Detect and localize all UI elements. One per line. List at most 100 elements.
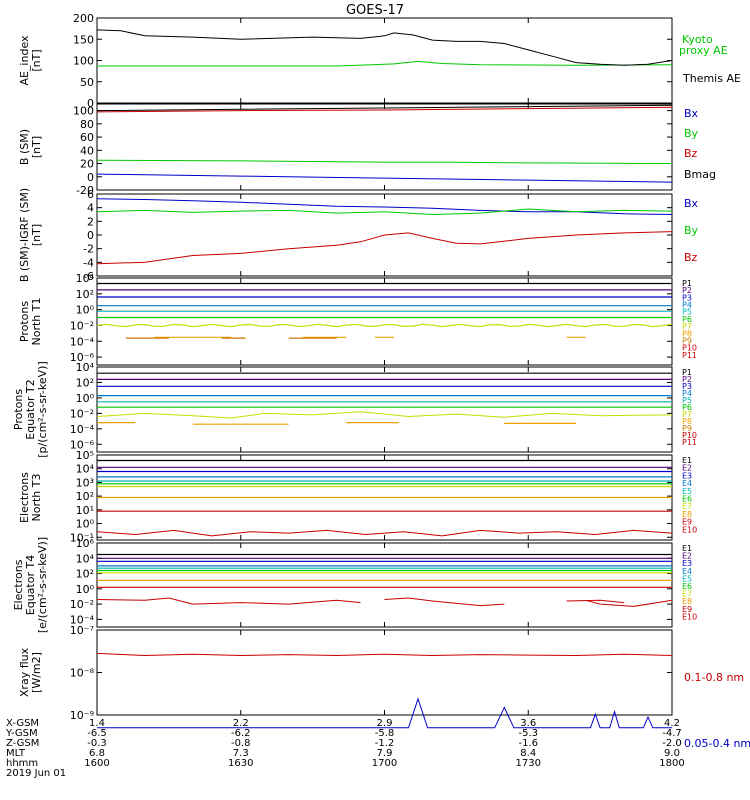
y-tick-label: 50: [80, 76, 94, 89]
series-line: [96, 106, 673, 113]
legend-entry: E6: [682, 495, 692, 504]
y-tick-label: 6: [87, 188, 94, 201]
y-axis-label: [e/(cm²-s-sr-keV)]: [36, 537, 49, 633]
legend-entry: E7: [682, 590, 692, 599]
y-tick-label: 10⁶: [76, 537, 95, 550]
x-tick-value: 1730: [516, 758, 541, 769]
y-tick-label: 10⁻²: [70, 319, 94, 332]
legend-entry: P4: [682, 389, 692, 398]
y-axis-label: North T3: [30, 474, 43, 522]
legend-entry: P9: [682, 424, 692, 433]
series-line: [97, 60, 673, 67]
series-segment: [384, 597, 505, 607]
y-tick-label: 10⁰: [76, 583, 95, 596]
x-tick-value: 2.9: [377, 718, 393, 729]
y-tick-label: 10⁰: [76, 392, 95, 405]
y-tick-label: 100: [73, 105, 94, 118]
y-axis-label: Protons: [12, 389, 25, 430]
legend-entry: Bmag: [684, 168, 716, 181]
x-tick-value: 1700: [372, 758, 397, 769]
legend-entry: P7: [682, 410, 692, 419]
y-tick-label: 4: [87, 202, 94, 215]
series-line: [96, 411, 673, 419]
x-tick-value: -1.2: [375, 738, 395, 749]
y-tick-label: 10⁴: [76, 463, 95, 476]
series-segment: [96, 597, 361, 605]
legend-entry: E8: [682, 510, 692, 519]
x-tick-value: -5.8: [375, 728, 395, 739]
series-line: [96, 529, 673, 537]
legend-entry: P4: [682, 301, 692, 310]
x-row-label: X-GSM: [6, 718, 39, 729]
y-tick-label: 10²: [76, 568, 94, 581]
panel-5: 10⁴ 10² 10⁰ 10⁻² 10⁻⁴ 10⁻⁶ Protons Equator T2 [p…: [12, 361, 697, 458]
legend-entry: P10: [682, 431, 697, 440]
x-tick-value: -0.8: [231, 738, 251, 749]
x-tick-value: 3.6: [520, 718, 536, 729]
y-tick-label: -20: [76, 184, 94, 197]
y-tick-label: 10²: [76, 376, 94, 389]
y-tick-label: 0: [87, 229, 94, 242]
x-tick-value: -5.3: [518, 728, 538, 739]
legend-entry: E9: [682, 605, 692, 614]
legend-entry: P3: [682, 293, 692, 302]
legend-entry: P9: [682, 336, 692, 345]
series-line: [96, 173, 673, 183]
x-tick-value: -6.5: [87, 728, 107, 739]
y-axis-label: [nT]: [30, 224, 43, 246]
x-tick-value: 7.9: [377, 748, 393, 759]
legend-entry: E4: [682, 479, 692, 488]
panel-frame: [96, 17, 673, 104]
x-tick-value: -4.7: [662, 728, 682, 739]
y-axis-label: North T1: [30, 298, 43, 346]
legend-entry: E9: [682, 518, 692, 527]
x-tick-value: -0.3: [87, 738, 107, 749]
series-line: [96, 208, 673, 216]
x-tick-value: 1600: [84, 758, 109, 769]
y-tick-label: 10⁵: [76, 449, 94, 462]
legend-entry: E6: [682, 582, 692, 591]
legend-entry: E7: [682, 502, 692, 511]
legend-entry: By: [684, 127, 699, 140]
legend-entry: P11: [682, 438, 697, 447]
series-line: [97, 697, 672, 729]
legend-entry: P2: [682, 375, 692, 384]
legend-entry: P5: [682, 396, 692, 405]
y-tick-label: 10⁻⁶: [70, 438, 95, 451]
y-tick-label: 10⁻⁶: [70, 351, 95, 364]
y-axis-label: B (SM): [18, 129, 31, 165]
y-tick-label: 10⁴: [76, 272, 95, 285]
x-row-label: hhmm: [6, 758, 38, 769]
x-row-label: Z-GSM: [6, 738, 39, 749]
y-tick-label: 150: [73, 33, 94, 46]
series-line: [96, 652, 673, 657]
y-axis-label: [nT]: [30, 49, 43, 71]
legend-entry: P1: [682, 368, 692, 377]
legend-entry: P3: [682, 382, 692, 391]
panel-frame: [96, 542, 673, 628]
x-tick-value: 1630: [228, 758, 253, 769]
series-line: [96, 159, 673, 164]
y-tick-label: 40: [80, 144, 94, 157]
y-axis-label: Equator T4: [24, 555, 37, 615]
panel-7: 10⁶ 10⁴ 10² 10⁰ 10⁻² 10⁻⁴ Electrons Equator T4[…: [12, 537, 697, 633]
legend-entry: P6: [682, 315, 692, 324]
x-tick-value: -2.0: [662, 738, 682, 749]
x-row-label: 2019 Jun 01: [6, 768, 66, 779]
y-axis-label: Xray flux: [18, 647, 31, 697]
legend-entry: P6: [682, 403, 692, 412]
y-axis-label: Electrons: [12, 559, 25, 610]
y-tick-label: 10⁻¹: [70, 531, 94, 544]
x-row-label: Y-GSM: [5, 728, 38, 739]
x-tick-value: 1.4: [89, 718, 105, 729]
legend-entry: E10: [682, 612, 697, 621]
x-tick-value: -6.2: [231, 728, 251, 739]
legend-entry: P2: [682, 286, 692, 295]
x-tick-value: 9.0: [664, 748, 680, 759]
y-tick-label: 10²: [76, 490, 94, 503]
y-tick-label: -6: [83, 270, 94, 283]
legend-kyoto-line2: proxy AE: [679, 44, 728, 57]
legend-entry: Bx: [684, 197, 699, 210]
